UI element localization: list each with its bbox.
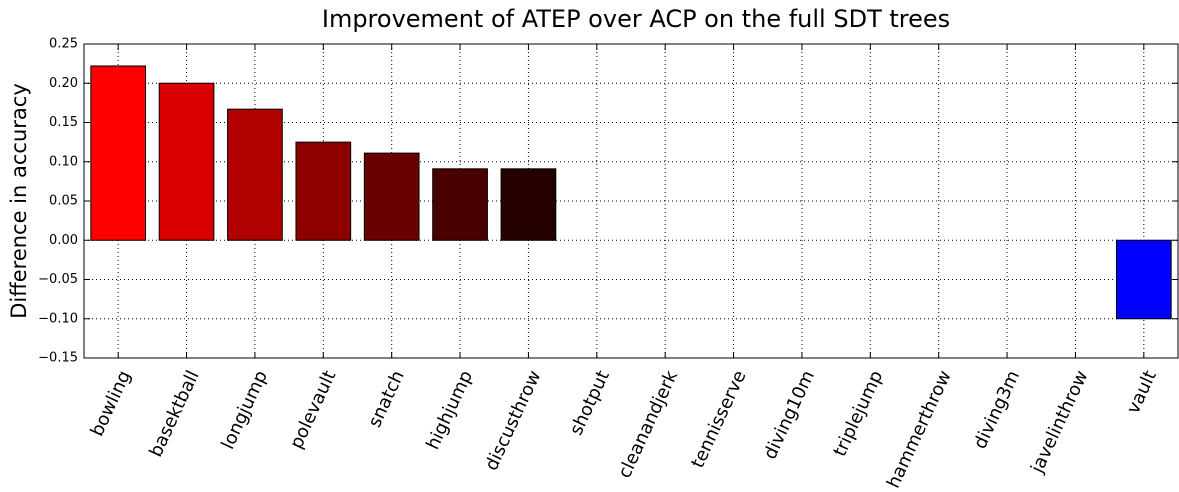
x-tick-label: longjump: [217, 367, 272, 452]
x-tick-label: highjump: [422, 367, 477, 453]
x-tick-label: javelinthrow: [1026, 367, 1092, 477]
bar: [158, 82, 215, 241]
x-tick-label: vault: [1123, 367, 1161, 417]
y-tick-label: 0.00: [49, 233, 78, 248]
x-tick-label: cleanandjerk: [614, 367, 682, 482]
x-tick-label: tennisserve: [687, 367, 750, 471]
x-tick-label: diving3m: [970, 367, 1024, 452]
x-tick-label: basektball: [145, 367, 203, 460]
y-tick-label: 0.15: [49, 115, 78, 130]
bar: [1115, 239, 1172, 320]
x-tick-label: polevault: [286, 367, 340, 452]
y-tick-label: 0.10: [49, 154, 78, 169]
y-tick-label: −0.05: [38, 272, 78, 287]
x-tick-label: diving10m: [760, 367, 819, 462]
plot-frame: [83, 43, 1179, 359]
x-tick-label: bowling: [87, 367, 136, 439]
bar: [227, 108, 283, 241]
x-tick-label: shotput: [566, 367, 614, 438]
bar: [500, 168, 557, 241]
bar: [432, 168, 488, 241]
y-axis-label: Difference in accuracy: [7, 83, 31, 319]
y-tick-label: 0.05: [49, 194, 78, 209]
y-tick-label: 0.20: [49, 76, 78, 91]
x-tick-label: snatch: [364, 367, 408, 430]
x-tick-label: discusthrow: [481, 367, 546, 473]
bar: [90, 65, 147, 241]
bar: [363, 152, 420, 241]
x-tick-label: hammerthrow: [883, 367, 956, 491]
y-tick-label: −0.15: [38, 351, 78, 366]
y-tick-label: 0.25: [49, 37, 78, 52]
chart-title: Improvement of ATEP over ACP on the full…: [322, 5, 950, 33]
x-tick-label: triplejump: [829, 367, 887, 460]
bar: [295, 141, 352, 241]
y-tick-label: −0.10: [38, 311, 78, 326]
